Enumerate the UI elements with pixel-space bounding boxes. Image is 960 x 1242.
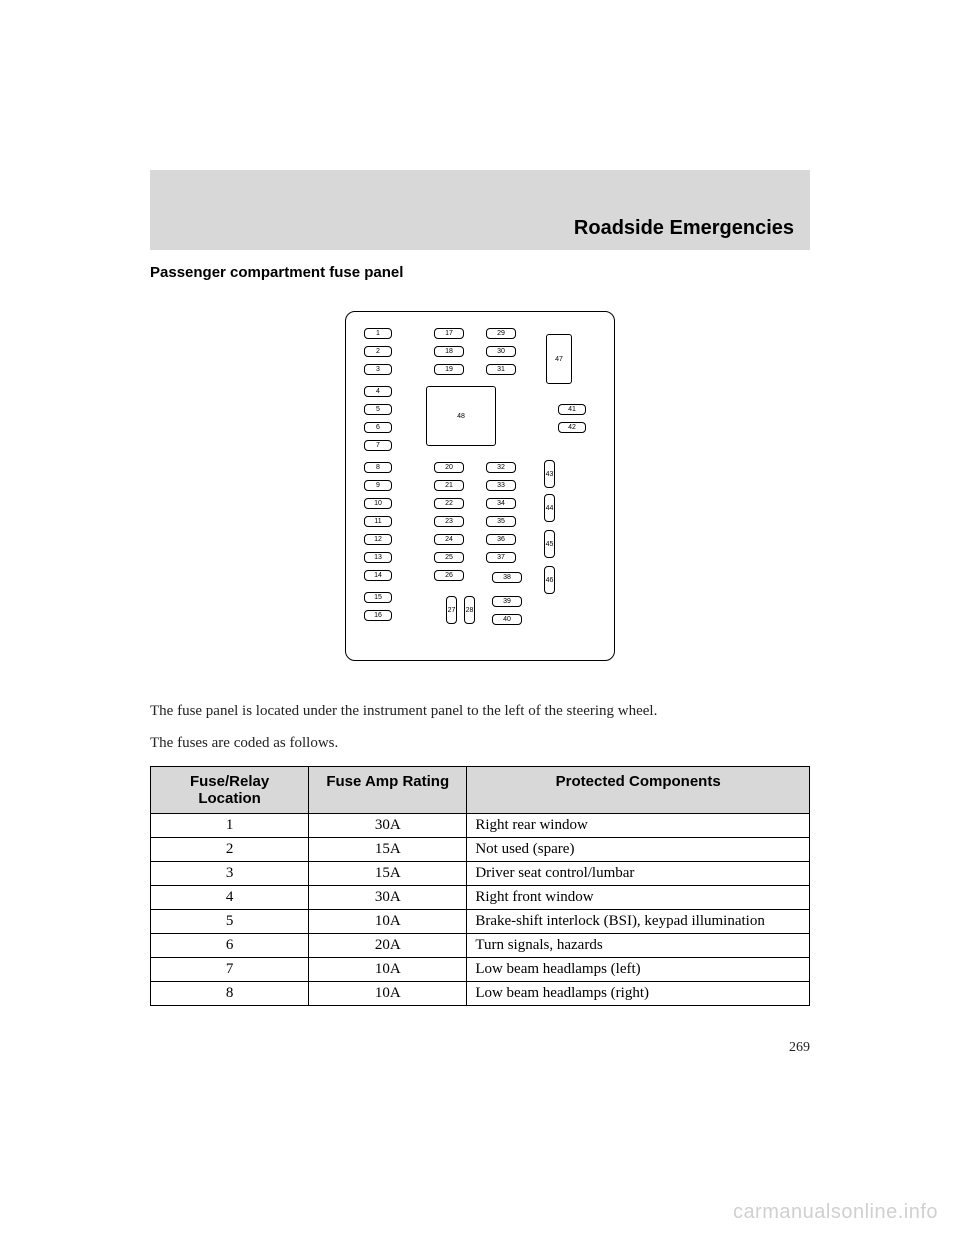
cell-location: 3 xyxy=(151,861,309,885)
fuse-slot-17: 17 xyxy=(434,328,464,339)
body-paragraph-2: The fuses are coded as follows. xyxy=(150,733,810,753)
cell-component: Low beam headlamps (left) xyxy=(467,957,810,981)
fuse-slot-16: 16 xyxy=(364,610,392,621)
fuse-slot-46: 46 xyxy=(544,566,555,594)
fuse-slot-27: 27 xyxy=(446,596,457,624)
fuse-slot-37: 37 xyxy=(486,552,516,563)
table-row: 430ARight front window xyxy=(151,885,810,909)
fuse-slot-2: 2 xyxy=(364,346,392,357)
cell-location: 4 xyxy=(151,885,309,909)
cell-amp: 30A xyxy=(309,885,467,909)
fuse-slot-19: 19 xyxy=(434,364,464,375)
fuse-slot-5: 5 xyxy=(364,404,392,415)
cell-amp: 30A xyxy=(309,813,467,837)
table-row: 130ARight rear window xyxy=(151,813,810,837)
cell-amp: 15A xyxy=(309,837,467,861)
table-row: 215ANot used (spare) xyxy=(151,837,810,861)
fuse-slot-3: 3 xyxy=(364,364,392,375)
fuse-slot-14: 14 xyxy=(364,570,392,581)
chapter-title: Roadside Emergencies xyxy=(574,217,794,240)
cell-location: 1 xyxy=(151,813,309,837)
cell-location: 8 xyxy=(151,981,309,1005)
page-number: 269 xyxy=(150,1040,810,1056)
table-row: 810ALow beam headlamps (right) xyxy=(151,981,810,1005)
fuse-slot-21: 21 xyxy=(434,480,464,491)
col-location: Fuse/Relay Location xyxy=(151,766,309,813)
fuse-slot-4: 4 xyxy=(364,386,392,397)
fuse-slot-31: 31 xyxy=(486,364,516,375)
section-heading: Passenger compartment fuse panel xyxy=(150,264,810,281)
fuse-slot-38: 38 xyxy=(492,572,522,583)
table-row: 620ATurn signals, hazards xyxy=(151,933,810,957)
cell-component: Not used (spare) xyxy=(467,837,810,861)
fuse-slot-1: 1 xyxy=(364,328,392,339)
fuse-table-head: Fuse/Relay Location Fuse Amp Rating Prot… xyxy=(151,766,810,813)
table-row: 510ABrake-shift interlock (BSI), keypad … xyxy=(151,909,810,933)
fuse-slot-41: 41 xyxy=(558,404,586,415)
cell-component: Low beam headlamps (right) xyxy=(467,981,810,1005)
cell-location: 6 xyxy=(151,933,309,957)
cell-amp: 10A xyxy=(309,909,467,933)
fuse-slot-24: 24 xyxy=(434,534,464,545)
watermark-text: carmanualsonline.info xyxy=(733,1201,938,1224)
fuse-slot-44: 44 xyxy=(544,494,555,522)
col-amp: Fuse Amp Rating xyxy=(309,766,467,813)
fuse-slot-35: 35 xyxy=(486,516,516,527)
fuse-slot-13: 13 xyxy=(364,552,392,563)
header-band: Roadside Emergencies xyxy=(150,170,810,250)
fuse-slot-28: 28 xyxy=(464,596,475,624)
fuse-slot-18: 18 xyxy=(434,346,464,357)
fuse-slot-22: 22 xyxy=(434,498,464,509)
fuse-slot-42: 42 xyxy=(558,422,586,433)
fuse-slot-33: 33 xyxy=(486,480,516,491)
cell-location: 5 xyxy=(151,909,309,933)
cell-amp: 10A xyxy=(309,981,467,1005)
fuse-slot-25: 25 xyxy=(434,552,464,563)
cell-component: Right front window xyxy=(467,885,810,909)
manual-page: Roadside Emergencies Passenger compartme… xyxy=(0,0,960,1056)
fuse-slot-32: 32 xyxy=(486,462,516,473)
fuse-slot-43: 43 xyxy=(544,460,555,488)
cell-amp: 10A xyxy=(309,957,467,981)
fuse-table: Fuse/Relay Location Fuse Amp Rating Prot… xyxy=(150,766,810,1006)
table-row: 315ADriver seat control/lumbar xyxy=(151,861,810,885)
fuse-slot-8: 8 xyxy=(364,462,392,473)
table-row: 710ALow beam headlamps (left) xyxy=(151,957,810,981)
fuse-slot-48: 48 xyxy=(426,386,496,446)
fuse-panel-outline: 1234567891011121314151617181929303120212… xyxy=(345,311,615,661)
cell-amp: 15A xyxy=(309,861,467,885)
fuse-slot-15: 15 xyxy=(364,592,392,603)
fuse-slot-26: 26 xyxy=(434,570,464,581)
table-header-row: Fuse/Relay Location Fuse Amp Rating Prot… xyxy=(151,766,810,813)
fuse-slot-12: 12 xyxy=(364,534,392,545)
cell-location: 7 xyxy=(151,957,309,981)
fuse-slot-47: 47 xyxy=(546,334,572,384)
fuse-slot-39: 39 xyxy=(492,596,522,607)
fuse-slot-45: 45 xyxy=(544,530,555,558)
cell-component: Turn signals, hazards xyxy=(467,933,810,957)
fuse-slot-36: 36 xyxy=(486,534,516,545)
cell-amp: 20A xyxy=(309,933,467,957)
fuse-slot-40: 40 xyxy=(492,614,522,625)
fuse-slot-11: 11 xyxy=(364,516,392,527)
fuse-panel-diagram: 1234567891011121314151617181929303120212… xyxy=(150,311,810,661)
fuse-slot-7: 7 xyxy=(364,440,392,451)
cell-component: Driver seat control/lumbar xyxy=(467,861,810,885)
fuse-slot-20: 20 xyxy=(434,462,464,473)
cell-component: Brake-shift interlock (BSI), keypad illu… xyxy=(467,909,810,933)
fuse-slot-30: 30 xyxy=(486,346,516,357)
body-paragraph-1: The fuse panel is located under the inst… xyxy=(150,701,810,721)
fuse-slot-6: 6 xyxy=(364,422,392,433)
fuse-slot-23: 23 xyxy=(434,516,464,527)
fuse-slot-10: 10 xyxy=(364,498,392,509)
cell-location: 2 xyxy=(151,837,309,861)
fuse-slot-29: 29 xyxy=(486,328,516,339)
fuse-slot-9: 9 xyxy=(364,480,392,491)
fuse-slot-34: 34 xyxy=(486,498,516,509)
cell-component: Right rear window xyxy=(467,813,810,837)
fuse-table-body: 130ARight rear window215ANot used (spare… xyxy=(151,813,810,1005)
col-components: Protected Components xyxy=(467,766,810,813)
